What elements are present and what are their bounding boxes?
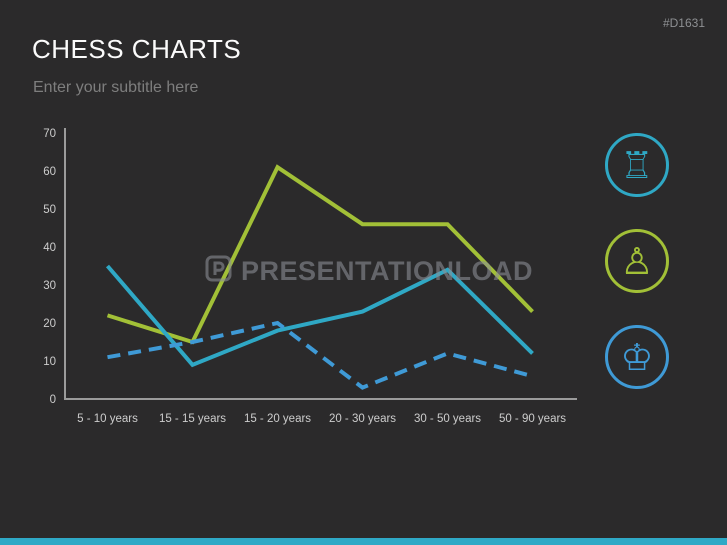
chess-icons: ♖ ♙ ♔ (605, 133, 669, 389)
bottom-accent-bar (0, 538, 727, 545)
y-tick-label: 40 (43, 242, 56, 254)
series-line-green-solid (106, 164, 534, 345)
page-title: CHESS CHARTS (32, 34, 242, 64)
y-tick-label: 60 (43, 166, 56, 178)
page-subtitle: Enter your subtitle here (33, 79, 199, 96)
y-tick-label: 0 (50, 394, 56, 406)
pawn-icon: ♙ (605, 229, 669, 293)
y-tick-label: 30 (43, 280, 56, 292)
y-tick-label: 70 (43, 128, 56, 140)
y-tick-label: 50 (43, 204, 56, 216)
rook-icon: ♖ (605, 133, 669, 197)
y-tick-label: 20 (43, 318, 56, 330)
series-line-teal-solid (105, 264, 534, 368)
y-tick-label: 10 (43, 356, 56, 368)
pawn-glyph: ♙ (620, 239, 654, 283)
chart-axes (64, 128, 577, 400)
x-category-label: 50 - 90 years (499, 413, 566, 425)
rook-glyph: ♖ (620, 143, 654, 187)
chart-canvas: 0 10 20 30 40 50 60 70 5 - 10 years 15 - 15 years… (43, 128, 577, 425)
x-category-label: 20 - 30 years (329, 413, 396, 425)
series-line-blue-dashed (107, 320, 534, 390)
line-chart: 0 10 20 30 40 50 60 70 5 - 10 years 15 - 15 years… (28, 120, 598, 432)
x-category-label: 30 - 50 years (414, 413, 481, 425)
x-category-label: 15 - 20 years (244, 413, 311, 425)
x-category-label: 15 - 15 years (159, 413, 226, 425)
king-icon: ♔ (605, 325, 669, 389)
king-glyph: ♔ (620, 335, 654, 379)
ref-code: #D1631 (662, 16, 705, 30)
x-category-label: 5 - 10 years (77, 413, 138, 425)
